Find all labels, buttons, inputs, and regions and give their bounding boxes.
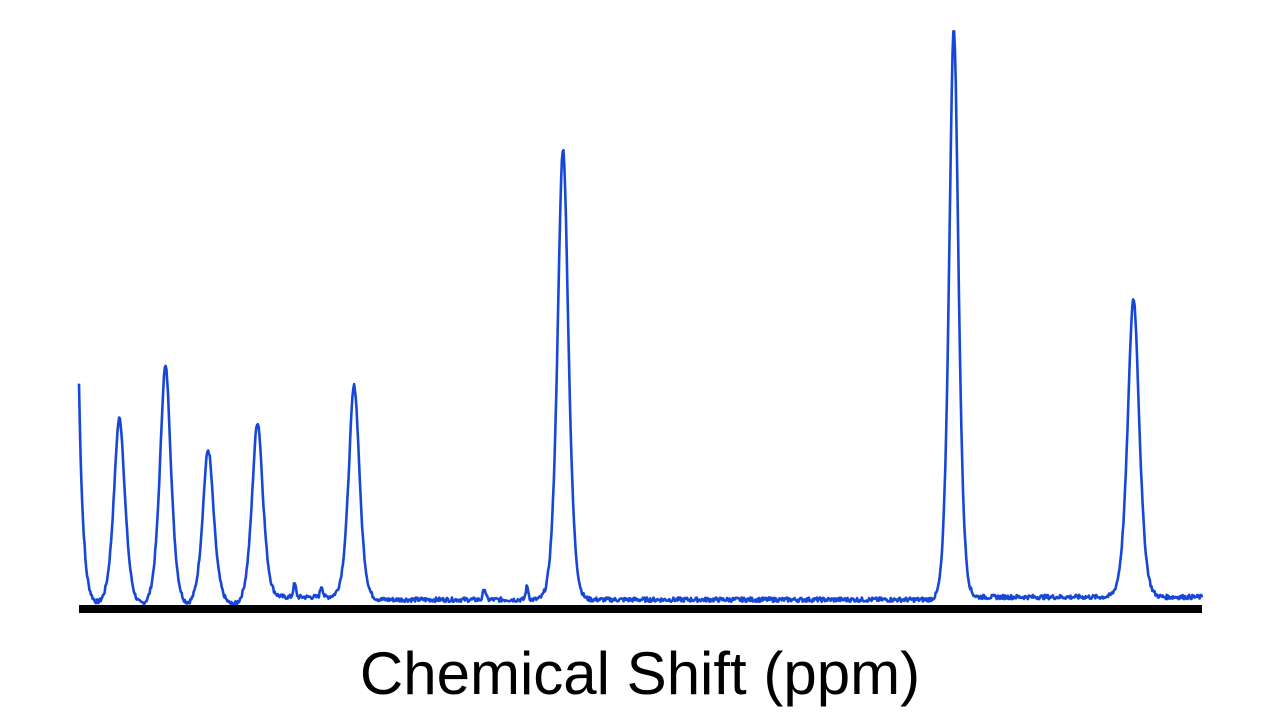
x-axis-label: Chemical Shift (ppm) [360, 640, 920, 707]
spectrum-line [77, 30, 1204, 608]
plot-layer [77, 30, 1204, 608]
